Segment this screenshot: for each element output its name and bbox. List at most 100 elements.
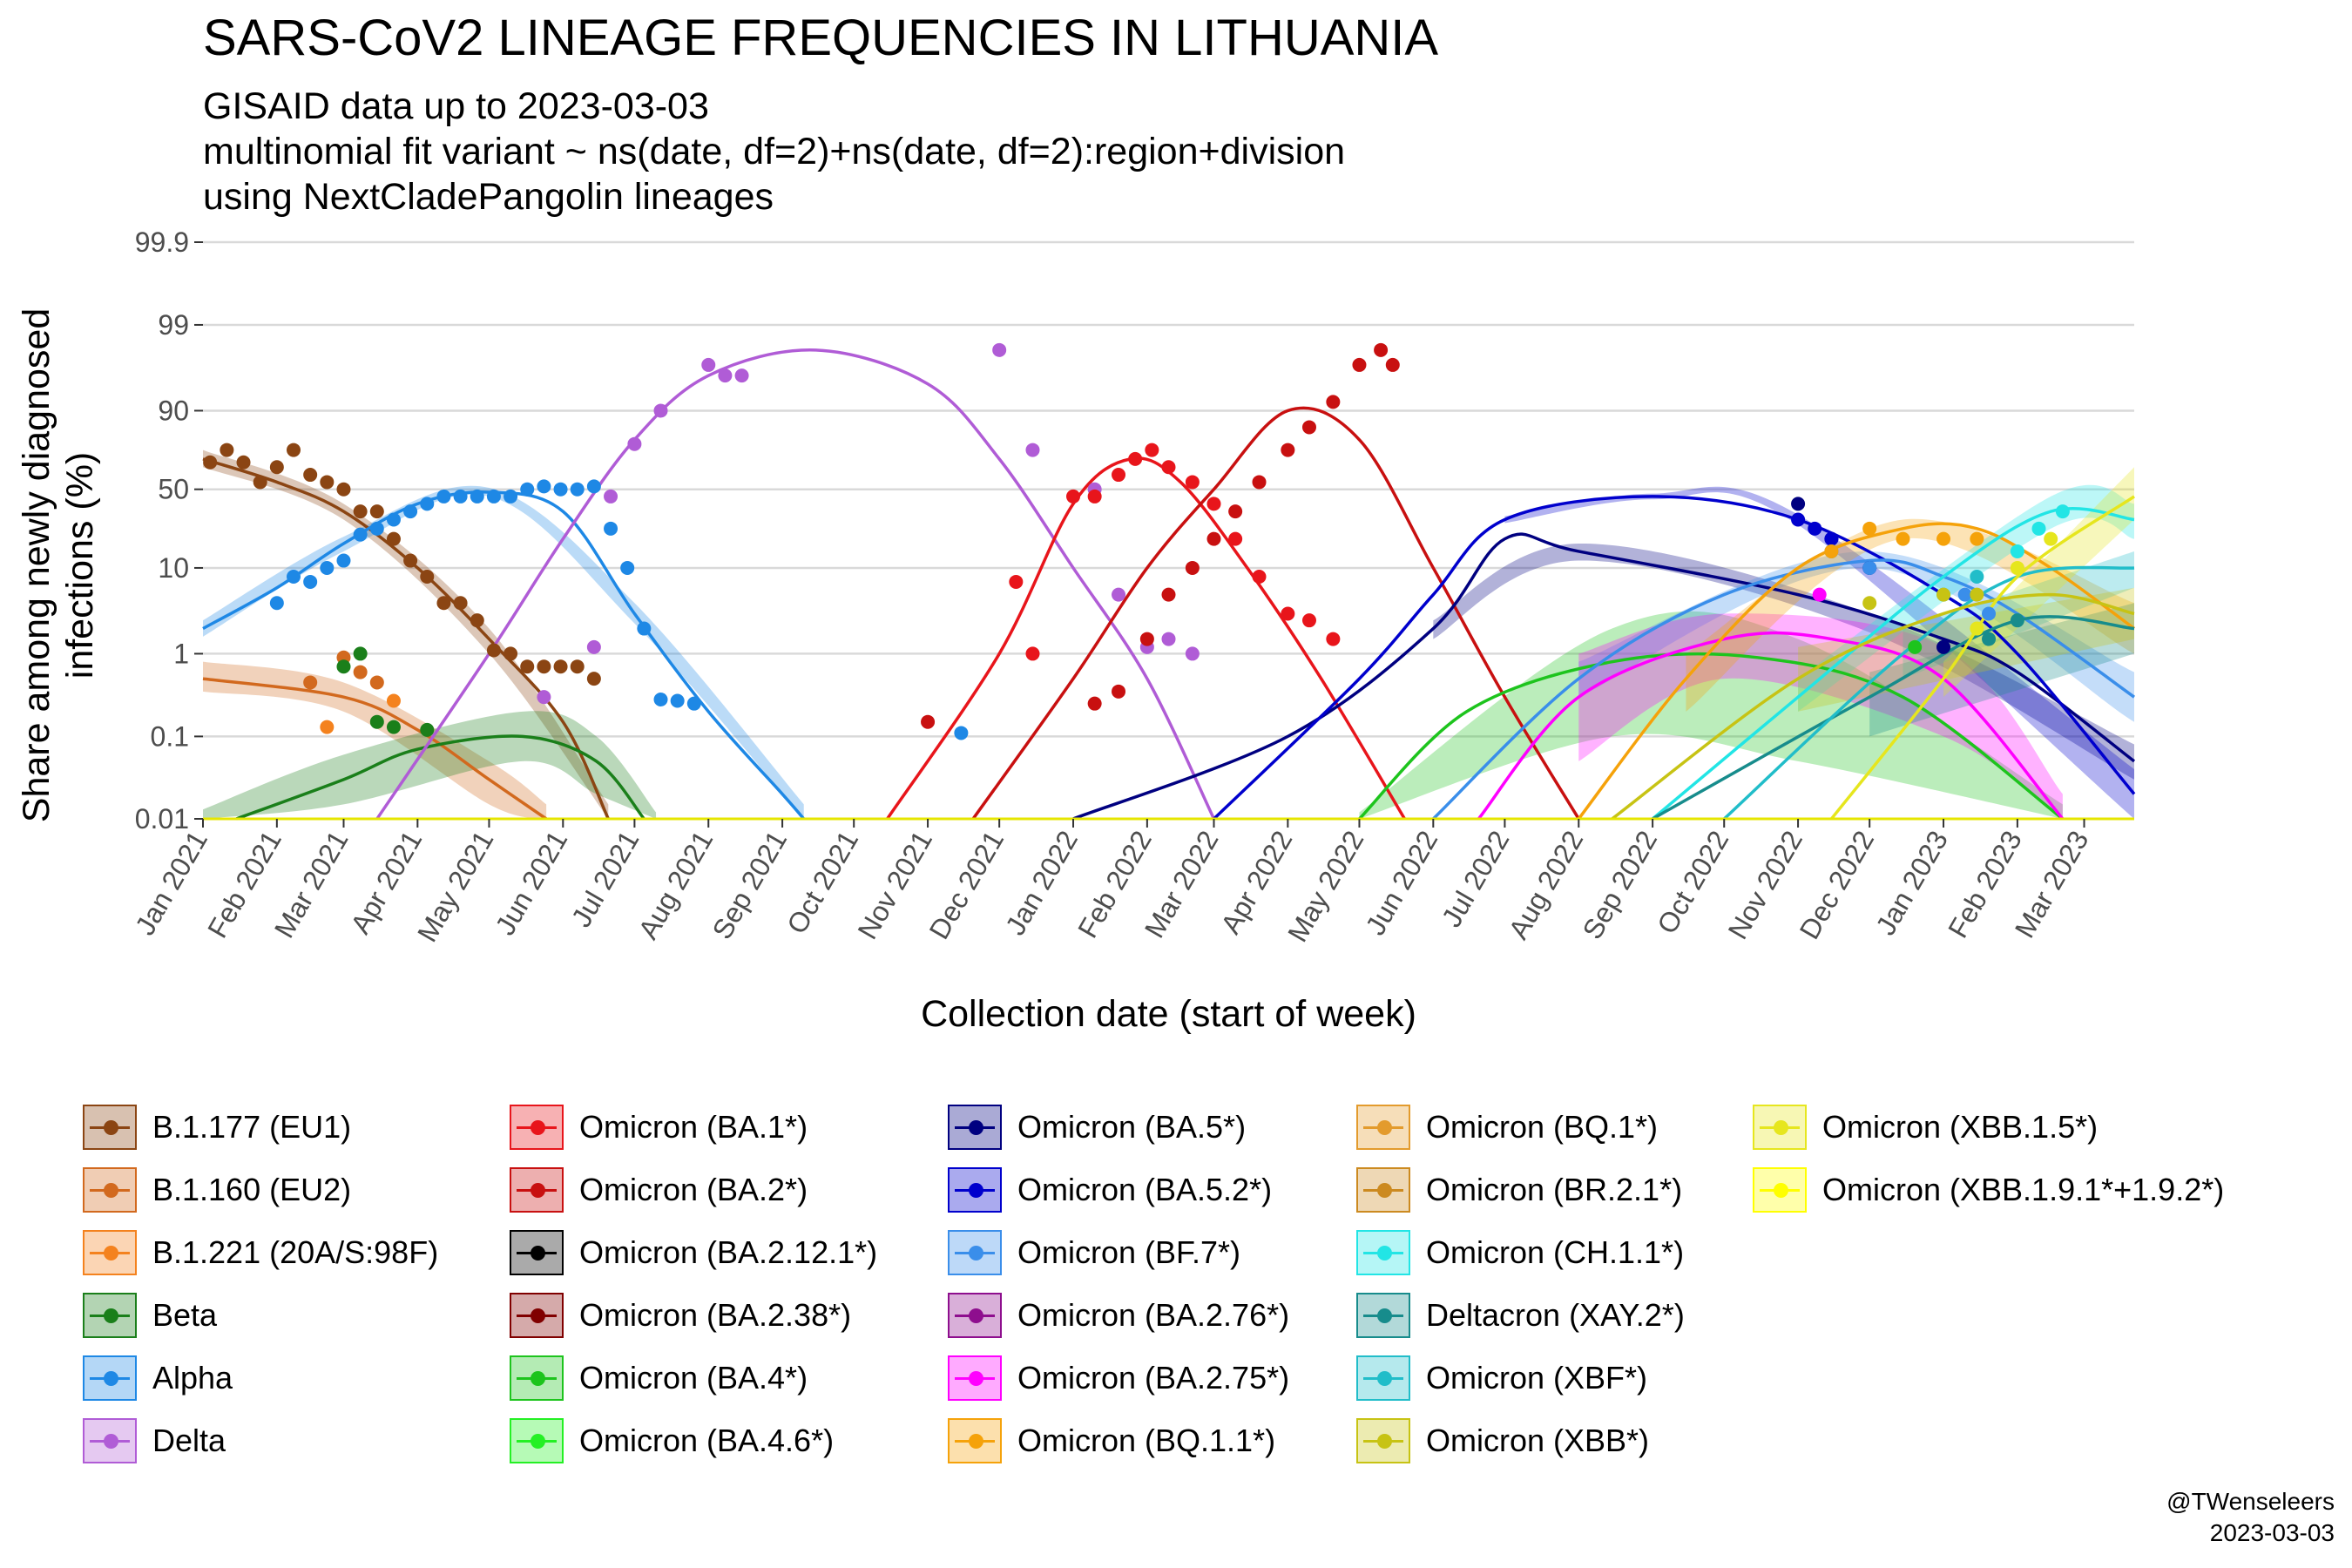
data-point-omicron-bq-1-1 [1970, 531, 1984, 546]
legend-label: Omicron (XBF*) [1426, 1360, 1648, 1396]
legend-key-swatch [83, 1105, 137, 1150]
data-point-omicron-ba-1 [1281, 606, 1295, 621]
legend-key-swatch [510, 1418, 564, 1463]
data-point-beta [420, 722, 435, 737]
x-tick-label: Oct 2021 [781, 826, 864, 939]
data-point-omicron-bf-7 [1957, 587, 1972, 602]
fit-line-delta [375, 348, 1216, 820]
data-point-b-1-177-eu1 [504, 646, 518, 661]
x-tick-label: Apr 2022 [1214, 826, 1298, 939]
data-point-omicron-bq-1-1 [1896, 531, 1910, 546]
data-point-alpha [637, 621, 652, 636]
data-point-b-1-177-eu1 [369, 504, 384, 519]
fit-line-b-1-160-eu2 [202, 677, 548, 821]
data-point-omicron-ba-1 [1228, 531, 1243, 546]
data-point-b-1-177-eu1 [553, 659, 568, 674]
fit-line-omicron-ba-5-2 [1213, 495, 2136, 821]
data-point-omicron-ba-5-2 [1791, 512, 1806, 527]
legend-item: Omicron (XBB*) [1356, 1414, 1649, 1468]
data-point-beta [369, 714, 384, 729]
data-point-b-1-177-eu1 [253, 475, 267, 490]
data-point-omicron-ba-2 [1352, 357, 1367, 372]
x-tick-label: Aug 2022 [1503, 826, 1590, 945]
legend-label: Omicron (BF.7*) [1017, 1234, 1241, 1270]
legend-key-swatch [510, 1355, 564, 1401]
data-point-b-1-177-eu1 [570, 659, 585, 674]
fit-line-omicron-xbf [1723, 565, 2135, 821]
y-tick-label: 99.9 [135, 226, 189, 258]
x-tick-label: Sep 2021 [706, 826, 793, 945]
legend-item: Omicron (BQ.1*) [1356, 1100, 1658, 1154]
data-point-beta [336, 659, 351, 674]
legend-label: Omicron (BA.4*) [579, 1360, 808, 1396]
legend-label: Omicron (BA.2*) [579, 1172, 808, 1207]
legend-key-dot [104, 1183, 118, 1198]
legend-key-swatch [1356, 1293, 1410, 1338]
legend-label: Alpha [152, 1360, 233, 1396]
legend-label: Omicron (CH.1.1*) [1426, 1234, 1685, 1270]
data-point-b-1-177-eu1 [486, 643, 501, 658]
data-point-delta [734, 368, 749, 383]
data-point-omicron-ba-2 [1326, 395, 1341, 409]
legend-item: Alpha [83, 1351, 233, 1405]
data-point-alpha [303, 574, 318, 589]
data-point-omicron-ba-1 [1009, 574, 1024, 589]
data-point-b-1-177-eu1 [336, 482, 351, 497]
chart-subtitle-line-1: GISAID data up to 2023-03-03 [203, 85, 709, 127]
fit-line-omicron-ba-4 [1358, 652, 2064, 821]
data-point-alpha [470, 489, 484, 504]
data-point-omicron-xbb-1-5 [1970, 621, 1984, 636]
data-point-alpha [586, 479, 601, 494]
legend-label: Omicron (BA.5*) [1017, 1109, 1247, 1145]
data-point-omicron-xbb-1-5 [2010, 560, 2024, 575]
data-point-alpha [604, 521, 618, 536]
data-point-omicron-ba-2 [1185, 560, 1200, 575]
x-tick-label: Jan 2022 [999, 826, 1084, 941]
data-point-alpha [269, 596, 284, 611]
data-point-omicron-ba-1 [1087, 489, 1102, 504]
x-tick-label: Aug 2021 [632, 826, 720, 945]
data-point-omicron-bq-1-1 [1862, 521, 1877, 536]
legend-key-swatch [948, 1167, 1002, 1213]
data-point-deltacron-xay-2 [1982, 632, 1997, 646]
legend-label: Omicron (BA.2.38*) [579, 1297, 852, 1333]
x-tick-label: Jan 2023 [1869, 826, 1954, 941]
y-tick-label: 1 [173, 638, 189, 669]
legend-key-dot [531, 1308, 545, 1323]
legend-key-dot [104, 1371, 118, 1386]
legend-key-dot [104, 1246, 118, 1260]
x-tick-label: Jan 2021 [129, 826, 213, 941]
legend-label: Omicron (XBB.1.9.1*+1.9.2*) [1822, 1172, 2225, 1207]
data-point-b-1-177-eu1 [403, 553, 418, 568]
legend-item: Omicron (BA.5.2*) [948, 1163, 1272, 1217]
ci-band-b-1-160-eu2 [203, 661, 547, 819]
data-point-omicron-ba-2 [921, 714, 936, 729]
fit-line-omicron-xbb [1611, 592, 2135, 821]
y-tick-label: 50 [158, 474, 189, 505]
data-point-omicron-ba-2 [1139, 632, 1154, 646]
data-point-alpha [570, 482, 585, 497]
data-point-omicron-ba-4 [1908, 639, 1923, 654]
legend-item: Omicron (BA.5*) [948, 1100, 1246, 1154]
x-tick-label: Apr 2021 [344, 826, 428, 939]
legend-key-swatch [1356, 1105, 1410, 1150]
legend-label: Omicron (BA.1*) [579, 1109, 808, 1145]
legend-key-swatch [510, 1105, 564, 1150]
legend-label: Omicron (BQ.1*) [1426, 1109, 1659, 1145]
data-point-omicron-ba-1 [1128, 451, 1143, 466]
legend-label: B.1.221 (20A/S:98F) [152, 1234, 439, 1270]
legend-key-swatch [948, 1105, 1002, 1150]
legend-item: B.1.177 (EU1) [83, 1100, 351, 1154]
data-point-beta [353, 646, 368, 661]
data-point-alpha [553, 482, 568, 497]
data-point-omicron-ba-1 [1206, 497, 1221, 511]
legend-item: Omicron (XBB.1.5*) [1753, 1100, 2098, 1154]
legend-key-dot [969, 1308, 983, 1323]
data-point-delta [1025, 443, 1040, 457]
fit-line-omicron-ba-1 [886, 456, 1406, 820]
x-tick-label: Jun 2021 [489, 826, 573, 941]
data-point-omicron-ba-1 [1066, 489, 1081, 504]
data-point-omicron-xbf [1970, 570, 1984, 585]
data-point-alpha [420, 497, 435, 511]
